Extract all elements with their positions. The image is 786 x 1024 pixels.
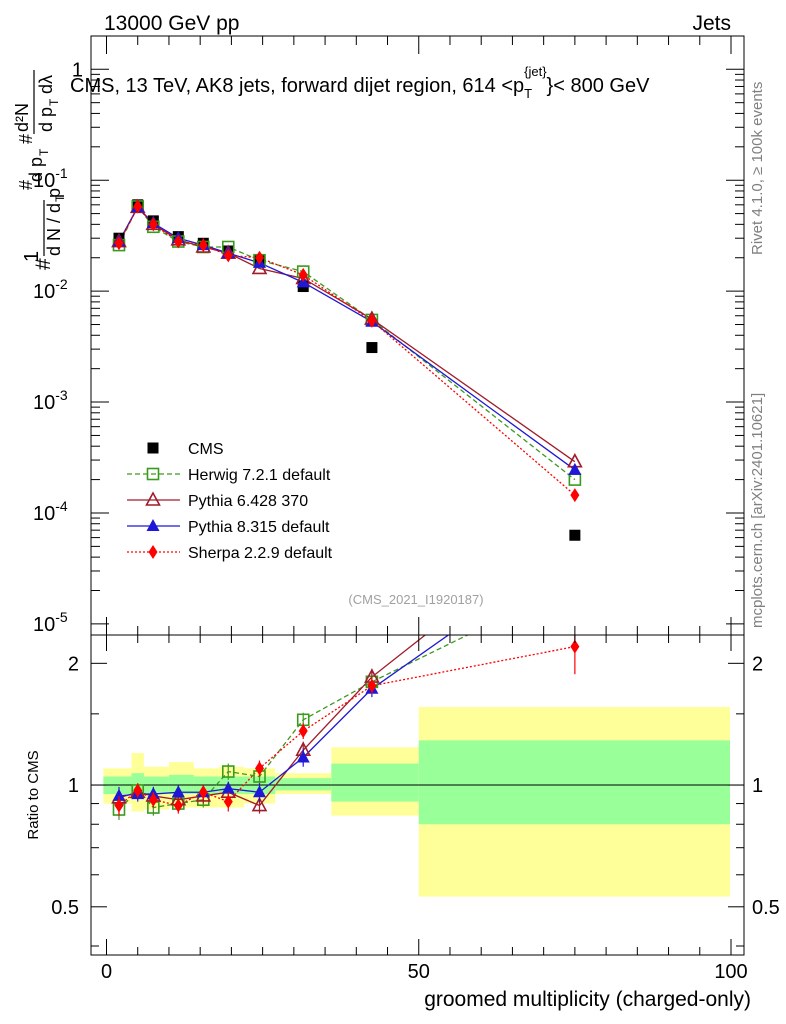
ratio-band-inner [418,740,730,825]
legend-label-sherpa: Sherpa 2.2.9 default [188,545,333,562]
ratio-band-inner [275,778,332,791]
ratio-line-herwig [118,635,470,810]
main-tick-label: 10-3 [33,387,68,414]
legend-marker-cms [147,442,159,454]
main-point-pythia8 [568,462,582,475]
ratio-line-sherpa [118,645,575,807]
ratio-point-sherpa [367,678,377,693]
rivet-label: Rivet 4.1.0, ≥ 100k events [749,82,766,255]
title-sub: T [524,86,532,101]
svg-text:d p: d p [26,157,46,182]
main-panel: 10-5 10-4 10-3 10-2 10-1 1 [33,35,745,636]
title-sup: {jet} [524,64,547,79]
ratio-point-pythia8 [296,750,310,763]
main-point-sherpa [367,313,377,328]
ratio-tick-label: 0.5 [51,897,79,919]
svg-text:#: # [16,180,36,190]
svg-text:d²N: d²N [12,103,32,132]
ratio-point-sherpa [114,798,124,813]
plot-title: CMS, 13 TeV, AK8 jets, forward dijet reg… [70,64,650,101]
legend-marker-sherpa [148,545,158,559]
legend-label-cms: CMS [188,441,224,458]
ratio-panel: 0.5 0.5 1 1 2 2 [51,634,780,956]
svg-text:T: T [37,148,51,156]
main-point-sherpa [173,234,183,249]
ratio-frame [90,634,745,956]
ratio-point-sherpa [223,794,233,809]
title-end: }< 800 GeV [547,75,651,97]
ratio-point-sherpa [255,761,265,776]
main-point-sherpa [298,267,308,282]
x-axis-title: groomed multiplicity (charged-only) [424,988,751,1011]
ratio-tick-label-right: 2 [752,653,763,675]
ratio-tick-label: 1 [68,775,79,797]
main-tick-label: 10-1 [33,165,68,192]
ratio-point-herwig [221,765,235,778]
title-main: CMS, 13 TeV, AK8 jets, forward dijet reg… [70,75,524,97]
main-point-sherpa [198,238,208,253]
legend-marker-herwig [146,467,160,481]
mcplots-label: mcplots.cern.ch [arXiv:2401.10621] [749,393,766,628]
main-point-cms [366,342,378,354]
main-point-sherpa [114,236,124,251]
ratio-point-sherpa [148,792,158,807]
ratio-point-pythia8 [221,781,235,794]
ratio-tick-label-right: 0.5 [752,897,780,919]
legend-label-pythia8: Pythia 8.315 default [188,519,330,536]
main-tick-label: 10-4 [33,498,68,525]
ratio-band-inner [168,774,194,795]
svg-text:#: # [16,134,36,144]
ratio-tick-label-right: 1 [752,775,763,797]
ratio-point-sherpa [133,783,143,798]
main-point-herwig [568,473,582,486]
svg-text:d N / d p: d N / d p [44,188,64,256]
svg-text:T: T [53,194,67,202]
svg-text:1: 1 [21,251,43,262]
main-point-sherpa [148,217,158,232]
main-line-sherpa [118,205,576,496]
main-point-sherpa [570,488,580,503]
ratio-point-sherpa [198,785,208,800]
header-right: Jets [692,12,731,35]
svg-text:d p: d p [36,107,56,132]
x-tick-label: 100 [714,961,747,983]
main-tick-label: 10-5 [33,609,68,636]
ratio-axis-title: Ratio to CMS [25,750,42,839]
ratio-point-pythia8 [253,785,267,798]
main-point-sherpa [255,250,265,265]
main-point-cms [569,529,581,541]
ratio-point-sherpa [173,798,183,813]
legend-marker-pythia6 [145,491,161,506]
ratio-tick-label: 2 [68,653,79,675]
main-y-axis-title: # 1 d N / d p T # d p T # d²N d p T dλ [12,70,67,270]
ratio-point-sherpa [298,724,308,739]
svg-text:T: T [47,98,61,106]
main-tick-label: 1 [72,59,83,81]
ratio-point-sherpa [570,639,580,654]
main-tick-label: 10-2 [33,276,68,303]
legend-label-pythia6: Pythia 6.428 370 [188,493,308,510]
x-tick-label: 0 [101,961,112,983]
header-left: 13000 GeV pp [104,12,239,35]
svg-text:dλ: dλ [36,75,56,94]
ratio-point-pythia8 [171,785,185,798]
ratio-line-pythia8 [118,635,450,797]
ratio-band-inner [331,763,419,802]
main-point-sherpa [223,248,233,263]
legend-marker-pythia8 [146,519,160,531]
ratio-point-pythia8 [112,788,126,801]
svg-text:#: # [32,258,55,270]
legend: CMS Herwig 7.2.1 default Pythia 6.428 370 P… [127,441,333,562]
legend-label-herwig: Herwig 7.2.1 default [188,467,331,484]
x-tick-label: 50 [408,961,430,983]
main-point-sherpa [133,199,143,214]
ratio-point-pythia6 [251,796,268,812]
analysis-id: (CMS_2021_I1920187) [348,592,483,607]
